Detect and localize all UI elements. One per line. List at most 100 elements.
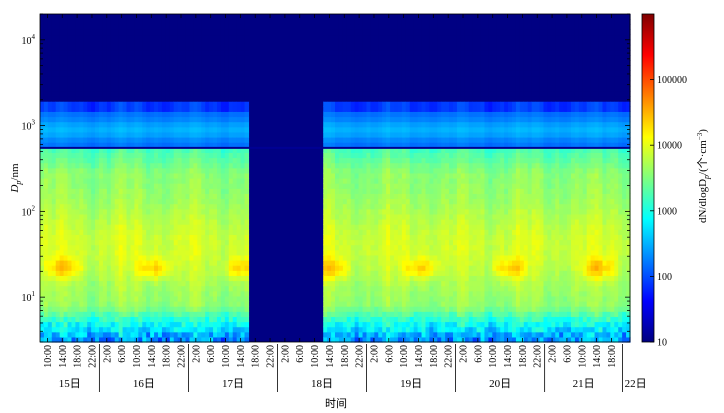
heatmap-cell: [173, 147, 179, 153]
heatmap-cell: [51, 306, 57, 312]
heatmap-cell: [181, 142, 187, 148]
heatmap-cell: [122, 142, 128, 148]
heatmap-cell: [370, 55, 375, 61]
heatmap-cell: [134, 80, 139, 87]
heatmap-cell: [397, 85, 403, 92]
heatmap-cell: [232, 178, 238, 184]
heatmap-cell: [201, 203, 206, 210]
heatmap-cell: [366, 290, 371, 297]
heatmap-cell: [130, 270, 135, 276]
heatmap-cell: [390, 290, 395, 297]
heatmap-cell: [358, 193, 364, 200]
heatmap-cell: [134, 290, 139, 297]
heatmap-cell: [75, 198, 80, 205]
heatmap-cell: [173, 239, 179, 246]
heatmap-cell: [161, 229, 167, 235]
heatmap-cell: [169, 157, 175, 164]
heatmap-cell: [197, 208, 202, 215]
heatmap-cell: [354, 39, 360, 46]
heatmap-cell: [378, 131, 383, 138]
heatmap-cell: [181, 14, 187, 20]
heatmap-cell: [165, 239, 171, 246]
heatmap-cell: [335, 60, 340, 66]
heatmap-cell: [205, 70, 210, 77]
heatmap-cell: [374, 126, 379, 133]
heatmap-cell: [118, 254, 124, 261]
heatmap-cell: [181, 321, 187, 328]
heatmap-cell: [350, 254, 356, 261]
heatmap-cell: [240, 80, 246, 87]
heatmap-cell: [102, 70, 108, 77]
heatmap-cell: [79, 311, 84, 317]
heatmap-cell: [370, 90, 375, 97]
heatmap-cell: [331, 60, 336, 66]
heatmap-cell: [390, 19, 395, 25]
heatmap-cell: [236, 49, 242, 56]
heatmap-cell: [79, 101, 84, 107]
heatmap-cell: [138, 213, 143, 220]
heatmap-cell: [189, 193, 194, 200]
heatmap-cell: [366, 301, 371, 307]
heatmap-cell: [130, 219, 135, 225]
heatmap-cell: [150, 285, 155, 292]
heatmap-cell: [197, 157, 202, 164]
heatmap-cell: [118, 157, 124, 164]
heatmap-cell: [217, 183, 222, 189]
heatmap-cell: [173, 213, 179, 220]
heatmap-cell: [323, 75, 328, 82]
heatmap-cell: [75, 285, 80, 292]
heatmap-cell: [40, 188, 45, 194]
heatmap-cell: [51, 14, 57, 20]
heatmap-cell: [59, 244, 65, 251]
heatmap-cell: [71, 270, 76, 276]
heatmap-cell: [217, 336, 222, 343]
heatmap-cell: [106, 152, 112, 159]
heatmap-cell: [209, 157, 214, 164]
heatmap-cell: [378, 34, 383, 41]
heatmap-cell: [43, 39, 49, 46]
heatmap-cell: [401, 14, 407, 20]
heatmap-cell: [220, 152, 226, 159]
heatmap-cell: [142, 254, 147, 261]
heatmap-cell: [374, 14, 379, 20]
heatmap-cell: [95, 90, 100, 97]
heatmap-cell: [390, 188, 395, 194]
heatmap-cell: [228, 229, 234, 235]
heatmap-cell: [134, 142, 139, 148]
heatmap-cell: [201, 326, 206, 333]
heatmap-cell: [177, 183, 183, 189]
heatmap-cell: [350, 34, 356, 41]
heatmap-cell: [177, 39, 183, 46]
heatmap-cell: [338, 29, 344, 36]
heatmap-cell: [71, 29, 76, 36]
heatmap-cell: [323, 101, 328, 107]
heatmap-cell: [417, 239, 423, 246]
heatmap-cell: [370, 306, 375, 312]
heatmap-cell: [150, 19, 155, 25]
heatmap-cell: [327, 34, 332, 41]
heatmap-cell: [161, 157, 167, 164]
heatmap-cell: [102, 60, 108, 66]
heatmap-cell: [327, 219, 332, 225]
heatmap-cell: [401, 224, 407, 230]
heatmap-cell: [228, 280, 234, 287]
heatmap-cell: [390, 219, 395, 225]
heatmap-cell: [354, 137, 360, 143]
heatmap-cell: [417, 249, 423, 256]
heatmap-cell: [87, 295, 92, 302]
heatmap-cell: [397, 39, 403, 46]
heatmap-cell: [55, 39, 61, 46]
heatmap-cell: [378, 285, 383, 292]
heatmap-cell: [150, 137, 155, 143]
heatmap-cell: [67, 142, 73, 148]
heatmap-cell: [327, 172, 332, 179]
heatmap-cell: [173, 178, 179, 184]
heatmap-cell: [161, 162, 167, 169]
heatmap-cell: [331, 172, 336, 179]
heatmap-cell: [150, 244, 155, 251]
heatmap-cell: [374, 152, 379, 159]
heatmap-cell: [138, 147, 143, 153]
heatmap-cell: [95, 249, 100, 256]
heatmap-cell: [350, 137, 356, 143]
heatmap-cell: [130, 285, 135, 292]
